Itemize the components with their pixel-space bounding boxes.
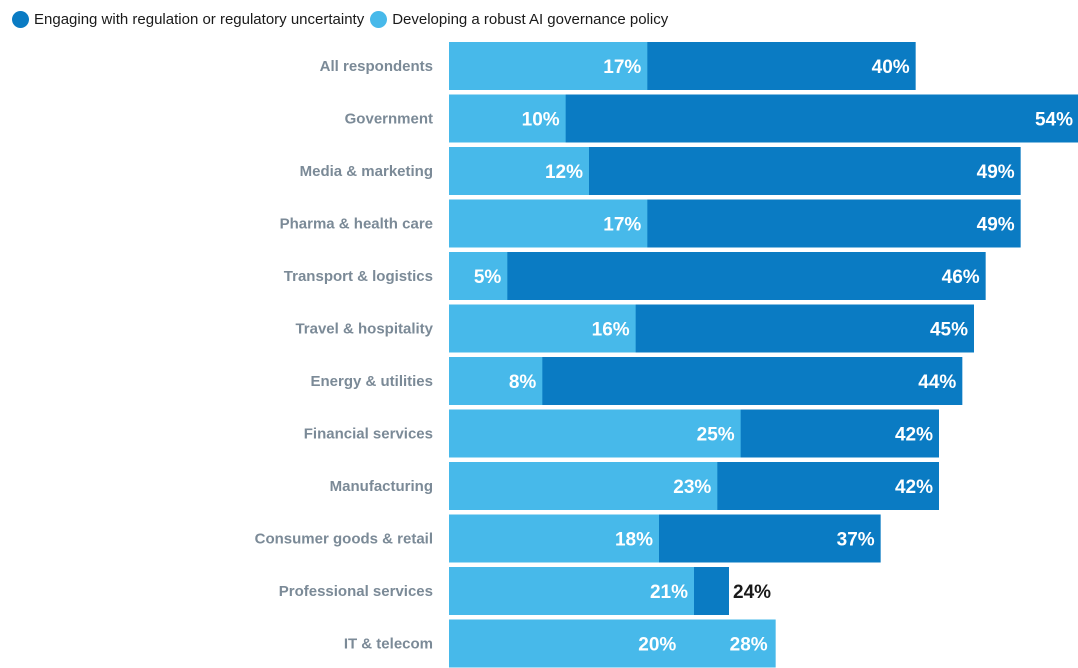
category-label-pharma-health-care: Pharma & health care [280,216,433,233]
legend-label-regulation: Engaging with regulation or regulatory u… [34,10,365,28]
bar-governance-energy-utilities [449,357,543,405]
category-label-travel-hospitality: Travel & hospitality [295,321,433,338]
value-label-regulation-manufacturing: 42% [895,477,933,498]
value-label-governance-government: 10% [522,110,560,131]
value-label-regulation-government: 54% [1035,110,1073,131]
legend-marker-regulation [12,10,29,28]
legend-marker-governance [370,10,388,28]
category-label-transport-logistics: Transport & logistics [284,268,433,285]
legend-item-regulation: Engaging with regulation or regulatory u… [12,10,365,28]
bar-governance-travel-hospitality [449,304,636,353]
category-label-professional-services: Professional services [279,583,433,600]
value-label-regulation-media-marketing: 49% [977,162,1015,183]
value-label-regulation-energy-utilities: 44% [918,372,956,393]
bar-regulation-transport-logistics [449,252,986,300]
category-label-financial-services: Financial services [304,426,433,443]
category-label-government: Government [345,111,433,128]
value-label-regulation-travel-hospitality: 45% [930,320,968,341]
value-label-governance-energy-utilities: 8% [509,372,537,393]
value-label-governance-professional-services: 21% [650,582,688,603]
category-label-consumer-goods-retail: Consumer goods & retail [255,531,433,548]
value-label-governance-transport-logistics: 5% [474,267,502,288]
bar-governance-transport-logistics [449,252,508,300]
value-label-regulation-transport-logistics: 46% [942,267,980,288]
legend-label-governance: Developing a robust AI governance policy [392,10,669,28]
legend: Engaging with regulation or regulatory u… [12,9,674,29]
category-label-it-telecom: IT & telecom [344,636,433,653]
value-label-regulation-professional-services: 24% [733,582,771,603]
value-label-governance-pharma-health-care: 17% [603,215,641,236]
legend-item-governance: Developing a robust AI governance policy [370,10,669,28]
value-label-regulation-all-respondents: 40% [872,57,910,78]
bar-governance-it-telecom [449,619,776,668]
bar-governance-consumer-goods-retail [449,514,659,563]
value-label-regulation-it-telecom: 20% [638,635,676,656]
value-label-governance-financial-services: 25% [697,425,735,446]
bar-governance-pharma-health-care [449,199,648,248]
category-label-media-marketing: Media & marketing [300,163,433,180]
value-label-governance-it-telecom: 28% [730,635,768,656]
category-label-energy-utilities: Energy & utilities [310,373,433,390]
bar-governance-professional-services [449,567,694,615]
value-label-governance-consumer-goods-retail: 18% [615,530,653,551]
bar-governance-financial-services [449,409,741,458]
category-label-manufacturing: Manufacturing [330,478,433,495]
value-label-governance-travel-hospitality: 16% [592,320,630,341]
value-label-governance-manufacturing: 23% [673,477,711,498]
value-label-regulation-consumer-goods-retail: 37% [837,530,875,551]
value-label-governance-media-marketing: 12% [545,162,583,183]
value-label-governance-all-respondents: 17% [603,57,641,78]
bar-governance-all-respondents [449,42,648,90]
bar-governance-manufacturing [449,462,718,510]
bar-governance-media-marketing [449,147,589,195]
value-label-regulation-pharma-health-care: 49% [977,215,1015,236]
bar-governance-government [449,94,566,143]
value-label-regulation-financial-services: 42% [895,425,933,446]
category-label-all-respondents: All respondents [320,58,433,75]
